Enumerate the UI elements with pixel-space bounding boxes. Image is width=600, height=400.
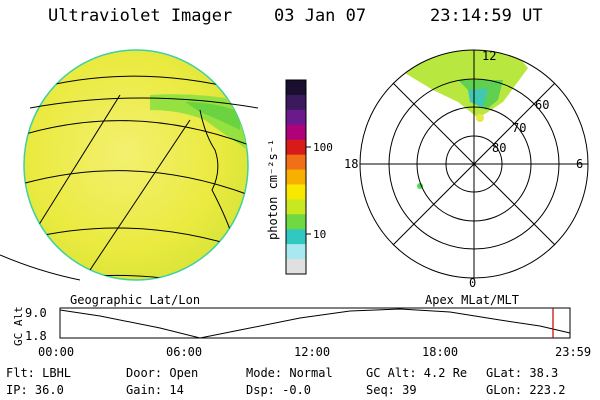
colorbar-label: photon cm⁻²s⁻¹: [266, 139, 280, 240]
mlt-label-0: 0: [469, 276, 476, 290]
gc-alt-axis-label: GC Alt: [12, 306, 25, 346]
colorbar-segment: [286, 229, 306, 245]
colorbar-tick-100: 100: [313, 141, 333, 154]
colorbar-segment: [286, 109, 306, 126]
dsp-info: Dsp: -0.0: [246, 383, 312, 397]
colorbar-segment: [286, 244, 306, 260]
mlt-label-6: 6: [576, 157, 583, 171]
colorbar-segment: [286, 169, 306, 185]
colorbar-segment: [286, 80, 306, 96]
colorbar-segment: [286, 154, 306, 171]
colorbar-segment: [286, 199, 306, 215]
glat-info: GLat: 38.3: [486, 366, 559, 380]
geographic-label: Geographic Lat/Lon: [70, 293, 201, 307]
lat-label-60: 60: [535, 98, 549, 112]
colorbar-segment: [286, 184, 306, 200]
mlt-label-18: 18: [344, 157, 358, 171]
colorbar-segment: [286, 94, 306, 111]
colorbar-segment: [286, 139, 306, 156]
time-tick-0000: 00:00: [38, 345, 74, 359]
time-tick-1800: 18:00: [422, 345, 458, 359]
time-tick-0600: 06:00: [166, 345, 202, 359]
ip-info: IP: 36.0: [6, 383, 64, 397]
colorbar-segment: [286, 259, 306, 275]
colorbar-tick-10: 10: [313, 228, 326, 241]
apex-label: Apex MLat/MLT: [425, 293, 519, 307]
colorbar: 100 10 photon cm⁻²s⁻¹: [266, 79, 333, 275]
colorbar-segment: [286, 214, 306, 230]
door-info: Door: Open: [126, 366, 199, 380]
altitude-timeline: GC Alt 9.0 1.8 00:00 06:00 12:00 18:00 2…: [12, 306, 591, 359]
alt-min-label: 1.8: [25, 329, 47, 343]
mode-info: Mode: Normal: [246, 366, 333, 380]
glon-info: GLon: 223.2: [486, 383, 566, 397]
mlt-label-12: 12: [482, 49, 496, 63]
time-label: 23:14:59 UT: [430, 6, 543, 26]
polar-plot: 12 0 18 6 60 70 80: [344, 49, 589, 290]
time-tick-2359: 23:59: [555, 345, 591, 359]
date-label: 03 Jan 07: [274, 6, 367, 26]
lat-label-80: 80: [492, 141, 506, 155]
colorbar-segment: [286, 124, 306, 141]
gain-info: Gain: 14: [126, 383, 184, 397]
earth-globe-image: [0, 49, 259, 281]
gc-alt-info: GC Alt: 4.2 Re: [366, 366, 468, 380]
time-tick-1200: 12:00: [294, 345, 330, 359]
alt-max-label: 9.0: [25, 306, 47, 320]
lat-label-70: 70: [512, 121, 526, 135]
seq-info: Seq: 39: [366, 383, 417, 397]
image-title: Ultraviolet Imager: [48, 6, 233, 26]
filter-info: Flt: LBHL: [6, 366, 72, 380]
